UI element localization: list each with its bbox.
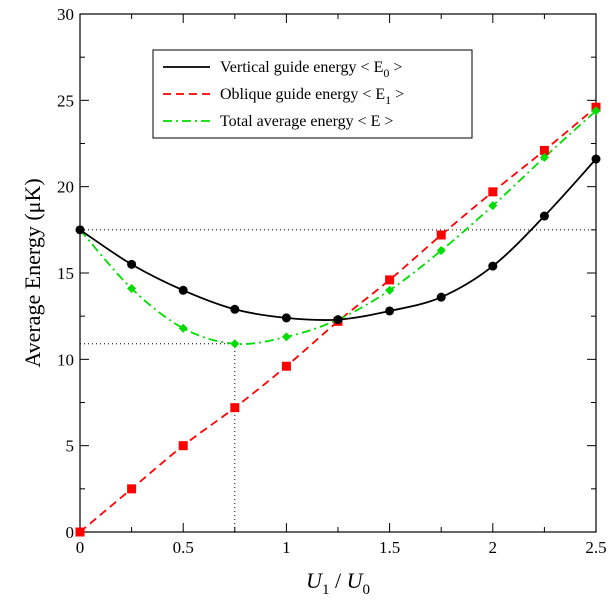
data-point-vertical: [281, 313, 291, 323]
legend-item-vertical: Vertical guide energy < E0 >: [163, 59, 402, 80]
x-tick-label: 2.5: [585, 538, 606, 557]
data-point-vertical: [178, 285, 188, 295]
y-tick-label: 5: [66, 437, 75, 456]
y-tick-label: 20: [57, 178, 74, 197]
y-tick-label: 0: [66, 523, 75, 542]
data-point-total: [230, 339, 240, 349]
reference-lines: [80, 229, 596, 532]
legend: Vertical guide energy < E0 > Oblique gui…: [152, 49, 473, 139]
data-point-oblique: [539, 145, 549, 155]
data-point-vertical: [127, 259, 137, 269]
data-point-total: [436, 246, 446, 256]
data-point-total: [178, 323, 188, 333]
y-axis-title: Average Energy (μK): [20, 178, 45, 367]
x-tick-label: 0: [76, 538, 85, 557]
data-point-vertical: [436, 292, 446, 302]
data-point-vertical: [333, 315, 343, 325]
data-point-vertical: [591, 154, 601, 164]
legend-item-total: Total average energy < E >: [163, 113, 393, 130]
data-point-vertical: [488, 261, 498, 271]
data-point-oblique: [127, 484, 137, 494]
data-point-total: [488, 201, 498, 211]
x-tick-label: 2: [489, 538, 498, 557]
x-axis-title: U1 / U0: [306, 568, 370, 598]
data-point-vertical: [75, 225, 85, 235]
data-point-oblique: [75, 527, 85, 537]
legend-label-total: Total average energy < E >: [220, 113, 393, 130]
y-tick-label: 10: [57, 350, 74, 369]
data-point-vertical: [539, 211, 549, 221]
data-point-oblique: [436, 230, 446, 240]
data-point-total: [281, 332, 291, 342]
y-tick-label: 15: [57, 264, 74, 283]
legend-label-oblique: Oblique guide energy < E1 >: [220, 86, 404, 107]
data-point-total: [385, 285, 395, 295]
series-line-0: [79, 158, 597, 321]
x-tick-label: 0.5: [173, 538, 194, 557]
data-point-vertical: [230, 304, 240, 314]
x-tick-label: 1.5: [379, 538, 400, 557]
data-point-total: [127, 284, 137, 294]
data-point-oblique: [488, 187, 498, 197]
data-point-oblique: [178, 441, 188, 451]
y-tick-label: 25: [57, 91, 74, 110]
data-point-total: [539, 152, 549, 162]
series-layer: [75, 102, 601, 537]
data-point-oblique: [385, 275, 395, 285]
data-point-oblique: [230, 403, 240, 413]
y-tick-label: 30: [57, 5, 74, 24]
data-point-vertical: [385, 306, 395, 316]
legend-item-oblique: Oblique guide energy < E1 >: [163, 86, 404, 107]
axis-ticks: 0 0.5 1 1.5 2 2.5 0 5 10 15 20 25 30: [57, 5, 607, 557]
legend-label-vertical: Vertical guide energy < E0 >: [220, 59, 402, 80]
data-point-total: [591, 106, 601, 116]
series-line-2: [79, 110, 597, 345]
data-point-oblique: [281, 361, 291, 371]
x-tick-label: 1: [282, 538, 291, 557]
